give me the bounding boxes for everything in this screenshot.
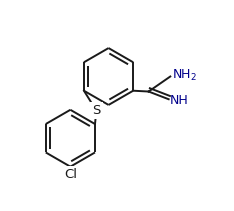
Text: Cl: Cl bbox=[64, 168, 77, 181]
Text: NH: NH bbox=[169, 94, 188, 107]
Text: NH$_2$: NH$_2$ bbox=[172, 68, 197, 83]
Text: S: S bbox=[92, 104, 101, 117]
